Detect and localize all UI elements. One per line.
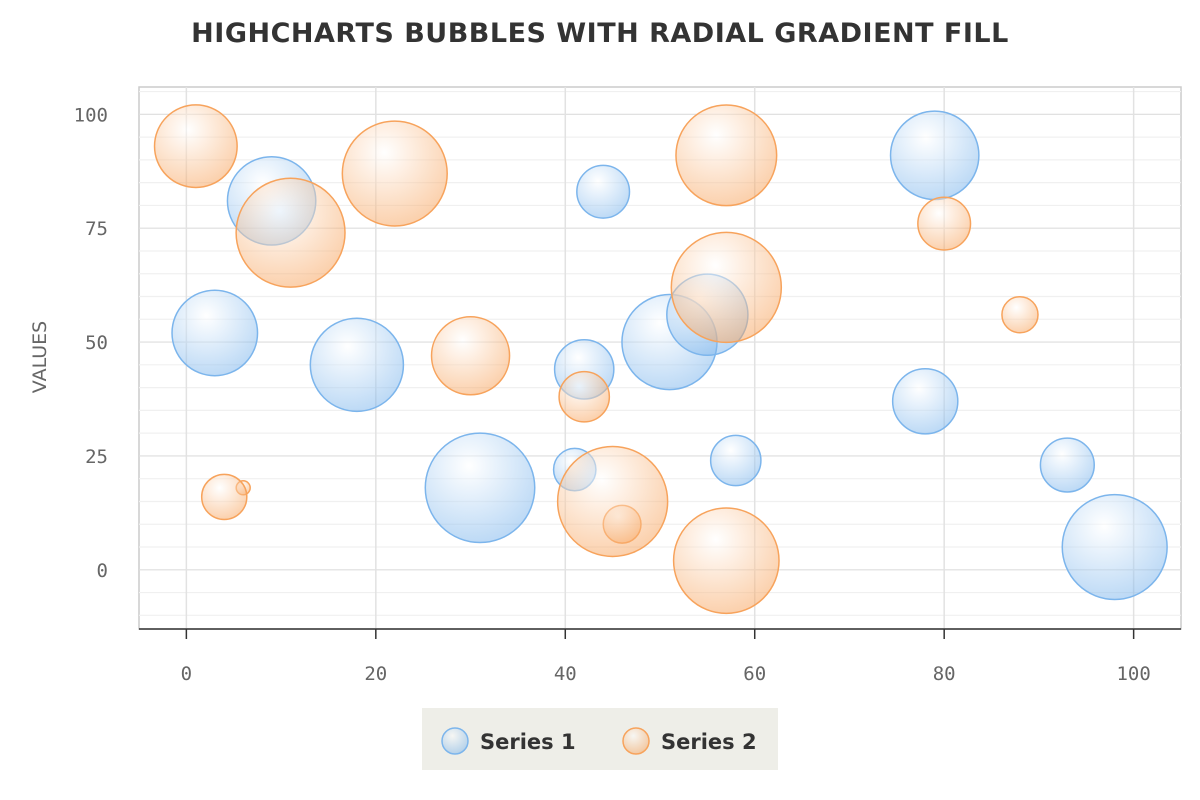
bubble-series-2[interactable] (675, 104, 778, 207)
x-tick-label: 100 (1116, 663, 1150, 685)
y-tick-label: 100 (74, 104, 108, 126)
bubbles-layer (153, 104, 1168, 615)
bubble-series-1[interactable] (1061, 493, 1168, 601)
series-2-bubbles (153, 104, 1039, 615)
x-tick-label: 20 (364, 663, 387, 685)
x-tick-label: 80 (933, 663, 956, 685)
bubble-series-2[interactable] (917, 196, 972, 251)
series-1-bubbles (171, 110, 1168, 601)
bubble-series-2[interactable] (672, 507, 780, 615)
x-tick-label: 60 (743, 663, 766, 685)
bubble-series-2[interactable] (558, 370, 611, 423)
y-tick-label: 75 (85, 218, 108, 240)
bubble-series-1[interactable] (891, 367, 959, 435)
bubble-series-1[interactable] (424, 432, 536, 544)
bubble-series-1[interactable] (309, 317, 405, 413)
y-tick-label: 0 (97, 560, 108, 582)
legend-item-series-2[interactable]: Series 2 (622, 727, 757, 755)
bubble-series-1[interactable] (709, 434, 762, 487)
bubble-series-2[interactable] (153, 104, 238, 189)
bubble-series-2[interactable] (670, 231, 783, 344)
grid-lines (139, 87, 1181, 629)
legend-box (422, 708, 778, 770)
legend-label: Series 2 (661, 730, 757, 754)
legend: Series 1 Series 2 (422, 708, 778, 770)
legend-label: Series 1 (480, 730, 576, 754)
legend-symbol (622, 727, 650, 755)
x-tick-label: 0 (181, 663, 192, 685)
bubble-series-2[interactable] (341, 120, 448, 227)
bubble-series-1[interactable] (576, 164, 631, 219)
bubble-series-2[interactable] (430, 315, 511, 396)
y-tick-label: 50 (85, 332, 108, 354)
legend-symbol (441, 727, 469, 755)
x-tick-label: 40 (554, 663, 577, 685)
bubble-series-2[interactable] (200, 473, 248, 521)
legend-item-series-1[interactable]: Series 1 (441, 727, 576, 755)
bubble-series-2[interactable] (556, 445, 669, 558)
bubble-series-2[interactable] (235, 177, 346, 288)
bubble-series-1[interactable] (889, 110, 980, 201)
axes: 0 20 40 60 80 100 0 25 50 75 100 (74, 104, 1181, 685)
y-tick-label: 25 (85, 446, 108, 468)
bubble-series-1[interactable] (1039, 437, 1095, 493)
chart-title: HIGHCHARTS BUBBLES WITH RADIAL GRADIENT … (191, 18, 1009, 49)
y-axis-title: VALUES (29, 321, 51, 393)
bubble-series-1[interactable] (171, 289, 259, 377)
bubble-series-2[interactable] (1001, 295, 1039, 334)
